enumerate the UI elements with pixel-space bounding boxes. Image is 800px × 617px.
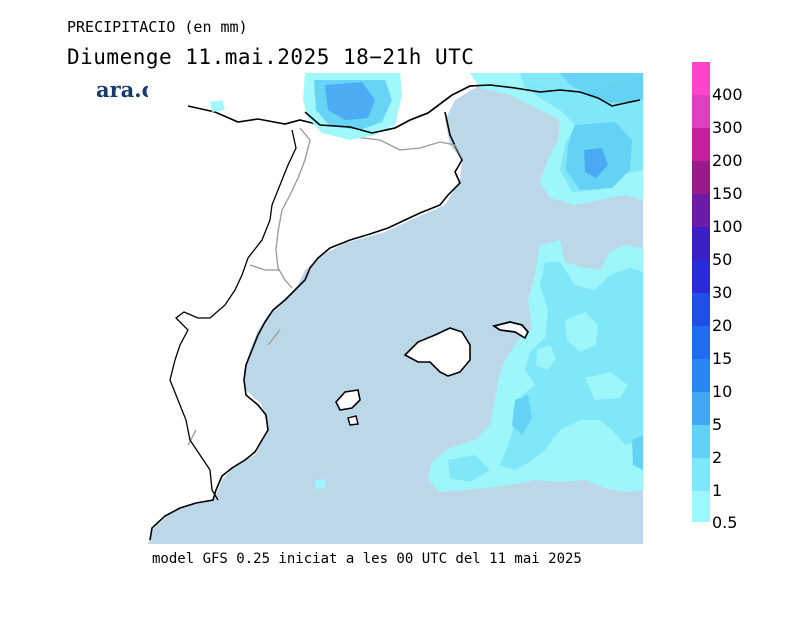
legend-swatch — [692, 392, 710, 425]
precip-area — [448, 455, 490, 482]
legend-label: 2 — [712, 448, 723, 467]
legend-swatch — [692, 458, 710, 491]
precipitation-map — [148, 73, 643, 544]
menorca-outline — [492, 321, 529, 340]
region-border — [187, 127, 463, 446]
precip-area — [632, 435, 643, 470]
precip-area — [325, 82, 375, 120]
legend-label: 300 — [712, 118, 743, 137]
coastline-overlay — [304, 84, 641, 134]
legend-swatch — [692, 194, 710, 227]
precip-area — [536, 345, 556, 370]
island-formentera — [347, 415, 359, 426]
precip-area — [315, 479, 326, 489]
island-mallorca — [403, 327, 471, 377]
precip-area — [585, 372, 628, 400]
legend-label: 0.5 — [712, 513, 738, 532]
legend-swatch — [692, 260, 710, 293]
precip-area — [500, 262, 643, 470]
legend-swatch — [692, 128, 710, 161]
country-border — [169, 129, 297, 501]
legend-swatch — [692, 359, 710, 392]
legend-swatch — [692, 326, 710, 359]
forecast-date: Diumenge 11.mai.2025 18−21h UTC — [67, 45, 475, 69]
legend-swatch — [692, 227, 710, 260]
precip-area — [565, 312, 598, 352]
island-ibiza — [335, 389, 361, 411]
legend-label: 50 — [712, 250, 733, 269]
legend-swatch — [692, 293, 710, 326]
legend-label: 150 — [712, 184, 743, 203]
legend-label: 200 — [712, 151, 743, 170]
legend-swatch — [692, 95, 710, 128]
legend-label: 15 — [712, 349, 733, 368]
legend-label: 100 — [712, 217, 743, 236]
legend-label: 400 — [712, 85, 743, 104]
precip-area — [560, 73, 643, 103]
legend-swatch — [692, 491, 710, 522]
land-mainland — [148, 73, 640, 544]
legend-swatch — [692, 161, 710, 194]
precipitation-legend — [692, 62, 710, 522]
model-caption: model GFS 0.25 iniciat a les 00 UTC del … — [152, 551, 582, 567]
legend-swatch — [692, 62, 710, 95]
coastline-south — [149, 111, 463, 541]
precip-area — [584, 148, 608, 178]
precip-area — [210, 100, 225, 112]
precip-layer — [210, 73, 643, 492]
legend-label: 5 — [712, 415, 723, 434]
chart-title: PRECIPITACIO (en mm) — [67, 18, 248, 36]
legend-label: 30 — [712, 283, 733, 302]
precip-area — [512, 395, 532, 435]
legend-label: 20 — [712, 316, 733, 335]
legend-label: 10 — [712, 382, 733, 401]
legend-label: 1 — [712, 481, 723, 500]
legend-swatch — [692, 425, 710, 458]
